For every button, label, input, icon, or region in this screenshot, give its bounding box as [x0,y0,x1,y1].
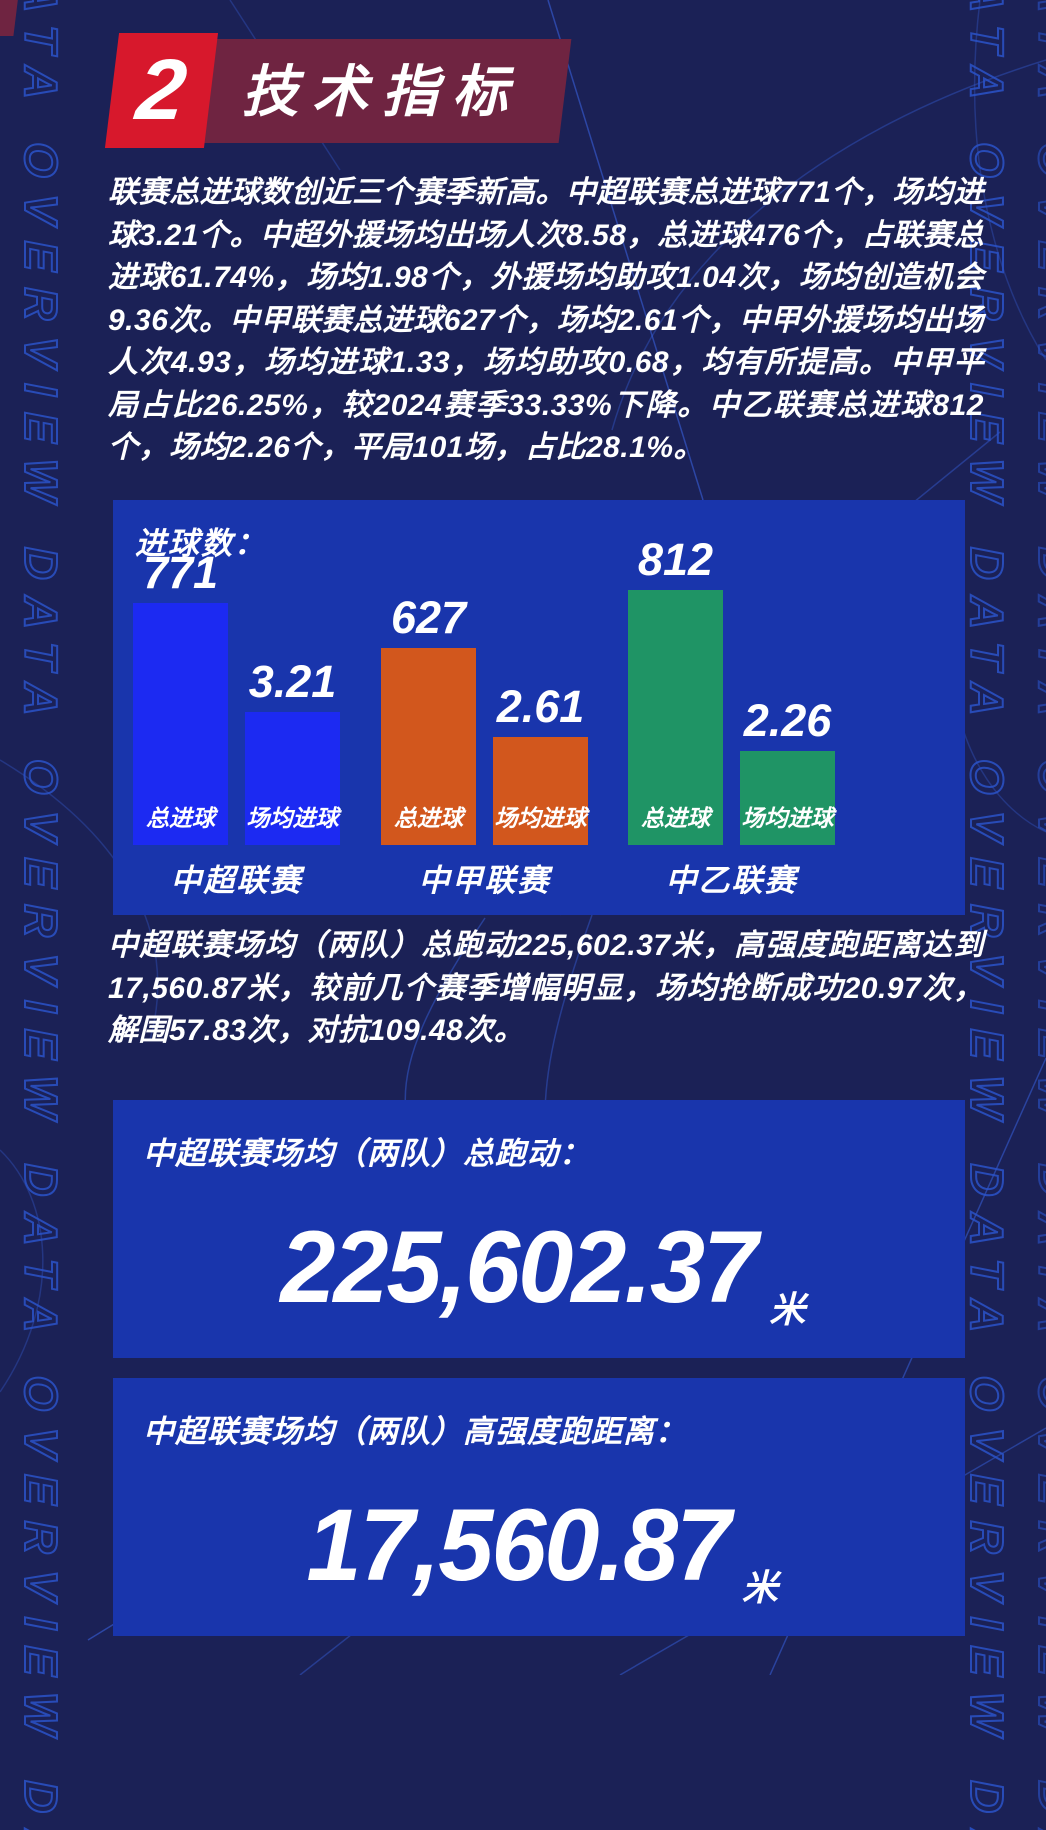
bar-col-avg: 2.26 场均进球 [740,697,835,845]
bar-label-avg: 场均进球 [494,805,587,831]
bar-col-total: 627 总进球 [381,594,476,845]
watermark-right: DATA OVERVIEW DATA OVERVIEW DATA OVERVIE… [960,0,1014,1830]
stat-value: 17,560.87 [306,1488,732,1602]
bar-value-total: 771 [142,547,219,598]
stat-value-row: 17,560.87 米 [113,1460,965,1620]
bar-total: 总进球 [133,603,228,845]
section-number: 2 [131,42,192,138]
league-label: 中甲联赛 [418,863,551,898]
section-header: 2 技术指标 [0,0,1046,170]
bars-row: 771 总进球 3.21 场均进球 [133,549,340,845]
watermark-left: DATA OVERVIEW DATA OVERVIEW DATA OVERVIE… [14,0,68,1830]
bar-col-avg: 3.21 场均进球 [245,658,340,845]
bar-col-total: 812 总进球 [628,536,723,845]
bar-label-total: 总进球 [146,805,215,831]
section-title: 技术指标 [242,60,522,123]
paragraph-running-summary: 中超联赛场均（两队）总跑动225,602.37米，高强度跑距离达到17,560.… [108,929,984,1047]
bar-total: 总进球 [628,590,723,845]
stat-title: 中超联赛场均（两队）总跑动： [143,1136,591,1171]
stat-unit: 米 [741,1567,778,1608]
bar-label-avg: 场均进球 [246,805,339,831]
bar-total: 总进球 [381,648,476,845]
bar-col-avg: 2.61 场均进球 [493,683,588,845]
bar-col-total: 771 总进球 [133,549,228,845]
chart-groups: 771 总进球 3.21 场均进球 中超联赛 627 [133,536,945,898]
stat-value-row: 225,602.37 米 [113,1182,965,1342]
chart-group-league-two: 812 总进球 2.26 场均进球 中乙联赛 [628,536,835,900]
goals-chart-panel: 进球数： 771 总进球 3.21 场均进球 中超联赛 [113,500,965,915]
section-number-badge: 2 [104,33,219,148]
chart-group-csl: 771 总进球 3.21 场均进球 中超联赛 [133,549,340,900]
bar-label-total: 总进球 [394,805,463,831]
bars-row: 812 总进球 2.26 场均进球 [628,536,835,845]
league-label: 中乙联赛 [665,863,798,898]
bar-value-total: 627 [390,592,467,643]
chart-title: 进球数： [135,526,267,561]
stat-box-high-intensity-running: 中超联赛场均（两队）高强度跑距离： 17,560.87 米 [113,1378,965,1636]
stat-value: 225,602.37 [280,1210,758,1324]
bar-avg: 场均进球 [245,712,340,845]
bar-value-avg: 2.26 [743,695,832,746]
bar-avg: 场均进球 [493,737,588,845]
stat-unit: 米 [769,1289,806,1330]
bar-label-avg: 场均进球 [741,805,834,831]
stat-box-total-running: 中超联赛场均（两队）总跑动： 225,602.37 米 [113,1100,965,1358]
bar-label-total: 总进球 [641,805,710,831]
bar-avg: 场均进球 [740,751,835,845]
league-label: 中超联赛 [170,863,303,898]
bar-value-avg: 3.21 [248,656,337,707]
bar-value-avg: 2.61 [496,681,585,732]
paragraph-goals-summary: 联赛总进球数创近三个赛季新高。中超联赛总进球771个，场均进球3.21个。中超外… [108,176,984,464]
bar-value-total: 812 [637,534,714,585]
chart-group-league-one: 627 总进球 2.61 场均进球 中甲联赛 [381,590,588,900]
watermark-edge: DATA OVERVIEW DATA OVERVIEW DATA OVERVIE… [1028,0,1046,1830]
stat-title: 中超联赛场均（两队）高强度跑距离： [143,1414,687,1449]
bars-row: 627 总进球 2.61 场均进球 [381,590,588,845]
